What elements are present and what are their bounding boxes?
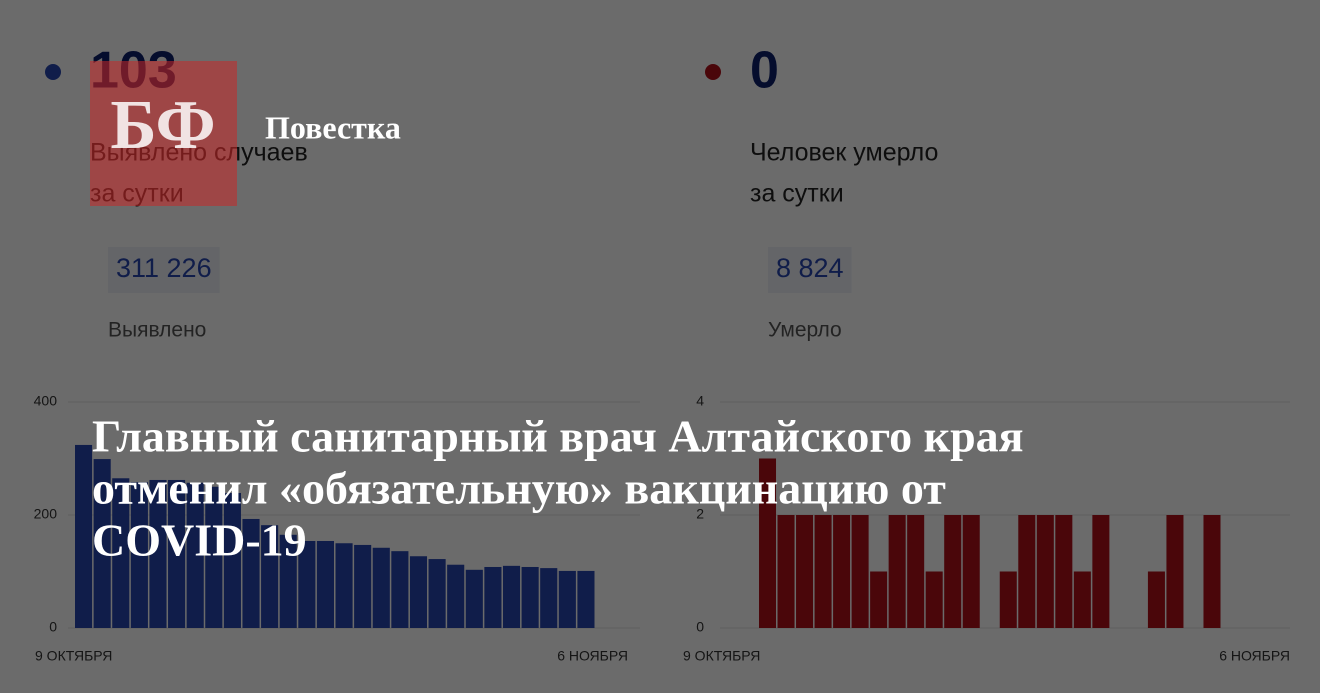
headline: Главный санитарный врач Алтайского края [92, 411, 1024, 462]
logo: БФ [110, 87, 215, 164]
headline: COVID-19 [92, 515, 307, 566]
rubric: Повестка [265, 109, 401, 145]
logo-box [90, 61, 237, 206]
foreground: БФ Повестка Главный санитарный врач Алта… [90, 61, 1024, 566]
headline: отменил «обязательную» вакцинацию от [92, 463, 946, 514]
